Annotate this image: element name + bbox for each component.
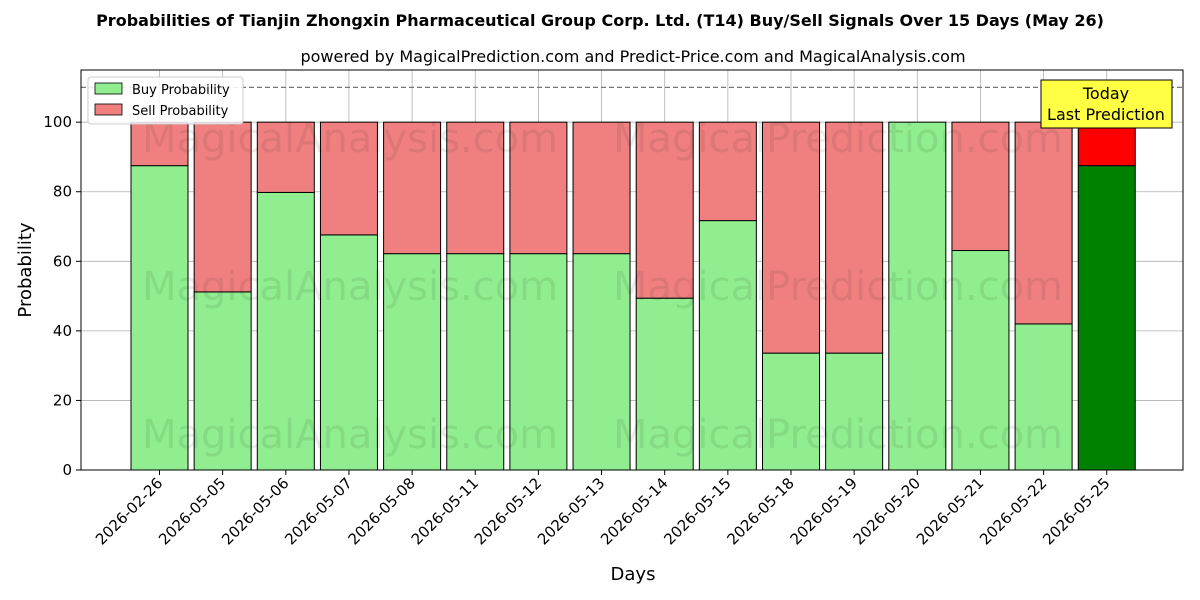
x-tick-label: 2026-05-14 xyxy=(597,474,671,548)
buy-bar xyxy=(446,253,505,471)
sell-bar xyxy=(509,121,568,255)
sell-bar xyxy=(319,121,378,236)
sell-bar xyxy=(825,121,884,354)
buy-bar xyxy=(383,253,442,471)
buy-bar xyxy=(509,253,568,471)
chart-title: Probabilities of Tianjin Zhongxin Pharma… xyxy=(96,11,1104,30)
x-tick-label: 2026-05-06 xyxy=(218,474,292,548)
chart-subtitle: powered by MagicalPrediction.com and Pre… xyxy=(300,47,965,66)
annotation-box xyxy=(1040,79,1173,129)
buy-bar xyxy=(635,297,694,471)
x-tick-label: 2026-02-26 xyxy=(92,474,166,548)
x-tick-label: 2026-05-15 xyxy=(660,474,734,548)
buy-bar xyxy=(572,253,631,471)
x-tick-label: 2026-05-05 xyxy=(155,474,229,548)
sell-bar xyxy=(951,121,1010,252)
x-tick-label: 2026-05-12 xyxy=(471,474,545,548)
watermark-text: MagicalAnalysis.com xyxy=(142,264,558,310)
watermarks: MagicalAnalysis.com MagicalPrediction.com… xyxy=(142,116,1063,458)
x-tick-label: 2026-05-21 xyxy=(913,474,987,548)
x-tick-label: 2026-05-19 xyxy=(787,474,861,548)
watermark-text: MagicalPrediction.com xyxy=(613,116,1063,162)
x-tick-label: 2026-05-18 xyxy=(723,474,797,548)
y-tick-label: 60 xyxy=(53,252,72,270)
buy-bar xyxy=(1077,165,1136,471)
legend-label-buy: Buy Probability xyxy=(132,83,230,98)
buy-bar xyxy=(1014,323,1073,471)
legend-swatch-buy xyxy=(94,82,123,95)
watermark-text: MagicalPrediction.com xyxy=(613,412,1063,458)
annotation-line-2: Last Prediction xyxy=(1047,105,1165,124)
sell-bar xyxy=(446,121,505,255)
x-tick-label: 2026-05-11 xyxy=(408,474,482,548)
watermark-text: MagicalPrediction.com xyxy=(613,264,1063,310)
y-tick-label: 0 xyxy=(62,461,72,479)
sell-bar xyxy=(698,121,757,222)
plot-frame xyxy=(80,69,1184,471)
buy-bar xyxy=(319,234,378,471)
sell-bar xyxy=(762,121,820,354)
x-tick-label: 2026-05-25 xyxy=(1039,474,1113,548)
today-annotation: Today Last Prediction xyxy=(1040,79,1173,129)
sell-bar xyxy=(1077,121,1136,167)
legend: Buy Probability Sell Probability xyxy=(87,76,244,125)
x-tick-label: 2026-05-07 xyxy=(281,474,355,548)
sell-bar xyxy=(635,121,694,299)
buy-bar xyxy=(193,291,252,471)
sell-bar xyxy=(572,121,631,255)
buy-bar xyxy=(762,352,820,471)
watermark-text: MagicalAnalysis.com xyxy=(142,412,558,458)
buy-bar xyxy=(888,121,947,471)
legend-swatch-sell xyxy=(94,103,123,116)
y-axis-label: Probability xyxy=(15,222,36,317)
y-tick-label: 20 xyxy=(53,391,72,409)
sell-bar xyxy=(256,121,315,193)
x-axis-label: Days xyxy=(611,564,656,585)
buy-bar xyxy=(256,191,315,471)
sell-bar xyxy=(383,121,442,255)
x-tick-label: 2026-05-13 xyxy=(534,474,608,548)
x-tick-label: 2026-05-08 xyxy=(345,474,419,548)
legend-box xyxy=(87,76,244,125)
buy-bar xyxy=(825,352,884,471)
y-tick-label: 40 xyxy=(53,322,72,340)
bars xyxy=(130,121,1136,471)
x-tick-label: 2026-05-20 xyxy=(850,474,924,548)
annotation-line-1: Today xyxy=(1082,84,1129,103)
y-tick-label: 80 xyxy=(53,183,72,201)
buy-bar xyxy=(698,220,757,471)
buy-bar xyxy=(951,250,1010,471)
x-tick-label: 2026-05-22 xyxy=(976,474,1050,548)
legend-label-sell: Sell Probability xyxy=(132,104,229,119)
y-tick-label: 100 xyxy=(43,113,72,131)
